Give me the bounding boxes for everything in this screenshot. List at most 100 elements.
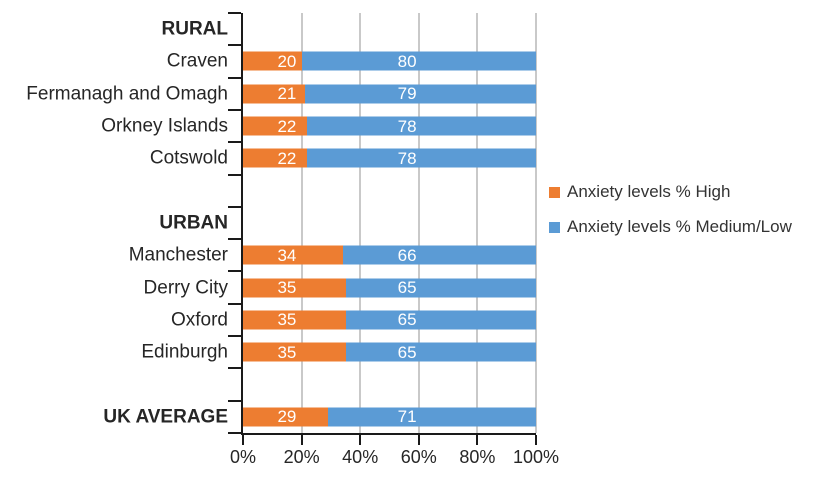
- bar-value-high: 35: [277, 310, 297, 330]
- bar-value-high: 22: [277, 116, 297, 136]
- bar-segment-high: [243, 84, 305, 104]
- y-axis-tick: [228, 76, 241, 79]
- y-axis-tick: [228, 12, 241, 14]
- bar-value-medium-low: 80: [397, 51, 417, 71]
- y-axis-tick: [228, 367, 241, 370]
- bar-segment-medium-low: [304, 84, 536, 104]
- bar-segment-medium-low: [327, 407, 536, 427]
- bar-row: Derry City 35 65: [144, 272, 536, 304]
- spacer-row: [243, 175, 536, 207]
- bar-value-high: 29: [277, 407, 297, 427]
- stacked-bar: 35 65: [243, 342, 536, 362]
- bar-row: Oxford 35 65: [171, 304, 536, 336]
- x-tick-label: 0%: [229, 447, 257, 467]
- y-axis-tick: [228, 432, 241, 434]
- bar-value-medium-low: 78: [397, 148, 417, 168]
- bar-segment-high: [243, 116, 308, 136]
- bar-segment-high: [243, 278, 346, 298]
- legend-label-medium-low: Anxiety levels % Medium/Low: [567, 217, 792, 236]
- bar-row: Edinburgh 35 65: [141, 336, 536, 368]
- stacked-bar: 22 78: [243, 148, 536, 168]
- y-axis-tick: [228, 44, 241, 47]
- x-tick-label: 100%: [512, 447, 560, 467]
- bar-segment-high: [243, 342, 346, 362]
- bar-segment-high: [243, 310, 346, 330]
- bar-value-medium-low: 78: [397, 116, 417, 136]
- bar-segment-medium-low: [307, 148, 536, 168]
- legend-swatch-medium-low-icon: [549, 221, 560, 233]
- category-label: Derry City: [143, 277, 228, 299]
- y-axis-tick: [228, 335, 241, 338]
- bar-row: Orkney Islands 22 78: [101, 110, 536, 142]
- bar-value-high: 22: [277, 148, 297, 168]
- gridline: [535, 13, 537, 433]
- spacer-row: [243, 368, 536, 400]
- x-tick-label: 60%: [400, 447, 437, 467]
- stacked-bar: 29 71: [243, 407, 536, 427]
- bar-segment-high: [243, 148, 308, 168]
- bar-value-high: 35: [277, 342, 297, 362]
- x-axis-tick: [417, 435, 420, 445]
- bar-segment-medium-low: [345, 310, 536, 330]
- gridline: [359, 13, 362, 433]
- y-axis-tick: [228, 302, 241, 305]
- bar-row: Cotswold 22 78: [150, 142, 536, 174]
- x-tick-label: 20%: [283, 447, 320, 467]
- gridline: [300, 13, 303, 433]
- bar-value-high: 21: [277, 84, 297, 104]
- x-tick-label: 80%: [459, 447, 496, 467]
- legend-label-high: Anxiety levels % High: [567, 182, 731, 201]
- plot-area: RURAL Craven 20 80 Fermanagh and Omagh 21 79 Or…: [26, 12, 559, 467]
- y-axis-tick: [228, 270, 241, 273]
- category-label: Oxford: [170, 309, 228, 331]
- bar-value-medium-low: 65: [397, 278, 417, 298]
- group-header-row: RURAL: [162, 13, 536, 45]
- bar-value-medium-low: 79: [397, 84, 417, 104]
- bar-segment-medium-low: [307, 116, 536, 136]
- category-label: RURAL: [161, 18, 229, 40]
- bar-row: Manchester 34 66: [129, 239, 536, 271]
- legend-item-medium-low: Anxiety levels % Medium/Low: [549, 216, 792, 238]
- bar-segment-medium-low: [342, 245, 536, 265]
- x-axis-tick: [300, 435, 303, 445]
- category-label: URBAN: [159, 212, 228, 234]
- category-label: Cotswold: [149, 147, 228, 169]
- bar-row: Craven 20 80: [167, 45, 536, 77]
- stacked-bar: 35 65: [243, 310, 536, 330]
- x-axis-tick: [359, 435, 362, 445]
- bar-value-medium-low: 65: [397, 342, 417, 362]
- bar-segment-high: [243, 407, 328, 427]
- bar-segment-high: [243, 245, 343, 265]
- y-axis-tick: [228, 108, 241, 111]
- bar-value-medium-low: 66: [397, 245, 417, 265]
- bar-value-medium-low: 71: [397, 407, 417, 427]
- group-header-row: URBAN: [159, 207, 536, 239]
- gridline: [476, 13, 479, 433]
- bar-segment-medium-low: [345, 278, 536, 298]
- y-axis-tick: [228, 205, 241, 208]
- y-axis-tick: [228, 173, 241, 176]
- category-label: Manchester: [128, 244, 228, 266]
- legend-item-high: Anxiety levels % High: [549, 181, 792, 203]
- bar-segment-medium-low: [301, 51, 536, 71]
- category-label: Edinburgh: [141, 341, 228, 363]
- bar-value-medium-low: 65: [397, 310, 417, 330]
- category-label: Fermanagh and Omagh: [26, 83, 228, 105]
- x-axis-tick: [242, 435, 244, 445]
- chart-rows: RURAL Craven 20 80 Fermanagh and Omagh 21 79 Or…: [26, 13, 536, 433]
- bar-segment-high: [243, 51, 302, 71]
- bar-value-high: 20: [277, 51, 297, 71]
- x-tick-label: 40%: [342, 447, 379, 467]
- stacked-bar: 20 80: [243, 51, 536, 71]
- legend: Anxiety levels % High Anxiety levels % M…: [549, 181, 792, 238]
- x-axis-tick: [476, 435, 479, 445]
- stacked-bar: 21 79: [243, 84, 536, 104]
- bar-segment-medium-low: [345, 342, 536, 362]
- category-label: Craven: [166, 50, 228, 72]
- stacked-bar: 35 65: [243, 278, 536, 298]
- category-label: Orkney Islands: [101, 115, 228, 137]
- x-axis-labels: 0% 20% 40% 60% 80% 100%: [230, 447, 559, 467]
- y-axis-tick: [228, 238, 241, 241]
- x-axis-tick: [535, 435, 537, 445]
